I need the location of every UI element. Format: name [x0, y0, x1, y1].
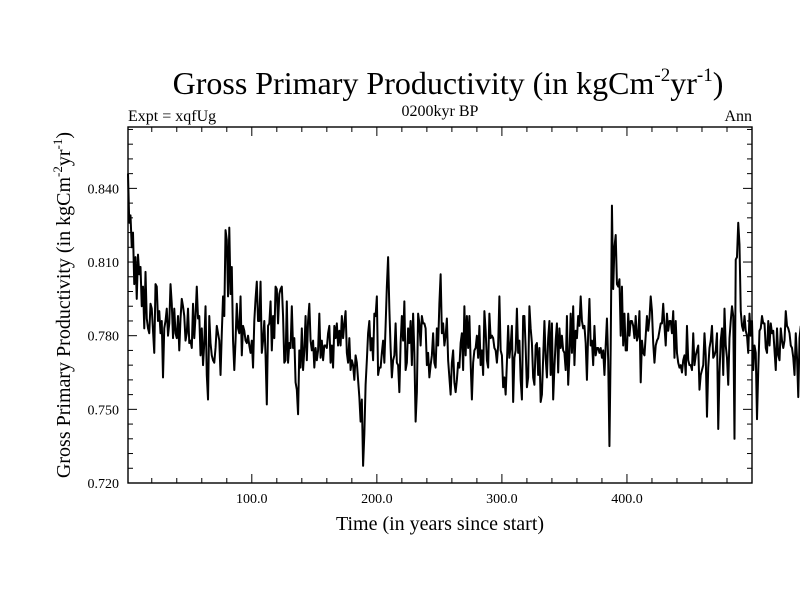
- y-axis-label: Gross Primary Productivity (in kgCm-2yr-…: [50, 132, 75, 478]
- chart-title-mid: yr: [670, 65, 697, 101]
- x-tick-label: 200.0: [361, 492, 393, 507]
- data-series-line: [127, 173, 800, 467]
- period-label: 0200kyr BP: [402, 103, 479, 120]
- chart-title-sup1: -2: [654, 65, 670, 86]
- y-tick-label: 0.750: [88, 403, 120, 418]
- x-tick-label: 400.0: [611, 492, 643, 507]
- y-tick-label: 0.780: [88, 330, 120, 345]
- x-tick-label: 100.0: [236, 492, 268, 507]
- y-axis-label-main: Gross Primary Productivity (in kgCm: [53, 177, 75, 479]
- y-axis-label-sup1: -2: [50, 166, 65, 177]
- y-axis-label-sup2: -1: [50, 139, 65, 150]
- plot-frame: [127, 126, 753, 484]
- y-axis-label-end: ): [53, 132, 75, 139]
- experiment-label: Expt = xqfUg: [128, 108, 216, 125]
- y-axis-label-mid: yr: [53, 149, 75, 166]
- chart-title-sup2: -1: [697, 65, 713, 86]
- y-axis: 0.720 0.750 0.780 0.810 0.840: [88, 128, 752, 492]
- season-label: Ann: [724, 108, 752, 125]
- chart-title-end: ): [713, 65, 724, 101]
- chart-title: Gross Primary Productivity (in kgCm-2yr-…: [173, 65, 724, 101]
- chart-title-main: Gross Primary Productivity (in kgCm: [173, 65, 655, 101]
- x-tick-label: 300.0: [486, 492, 518, 507]
- y-tick-label: 0.720: [88, 477, 120, 492]
- y-tick-label: 0.840: [88, 182, 120, 197]
- x-axis: 100.0 200.0 300.0 400.0: [151, 127, 728, 507]
- y-tick-label: 0.810: [88, 256, 120, 271]
- x-axis-label: Time (in years since start): [336, 513, 544, 535]
